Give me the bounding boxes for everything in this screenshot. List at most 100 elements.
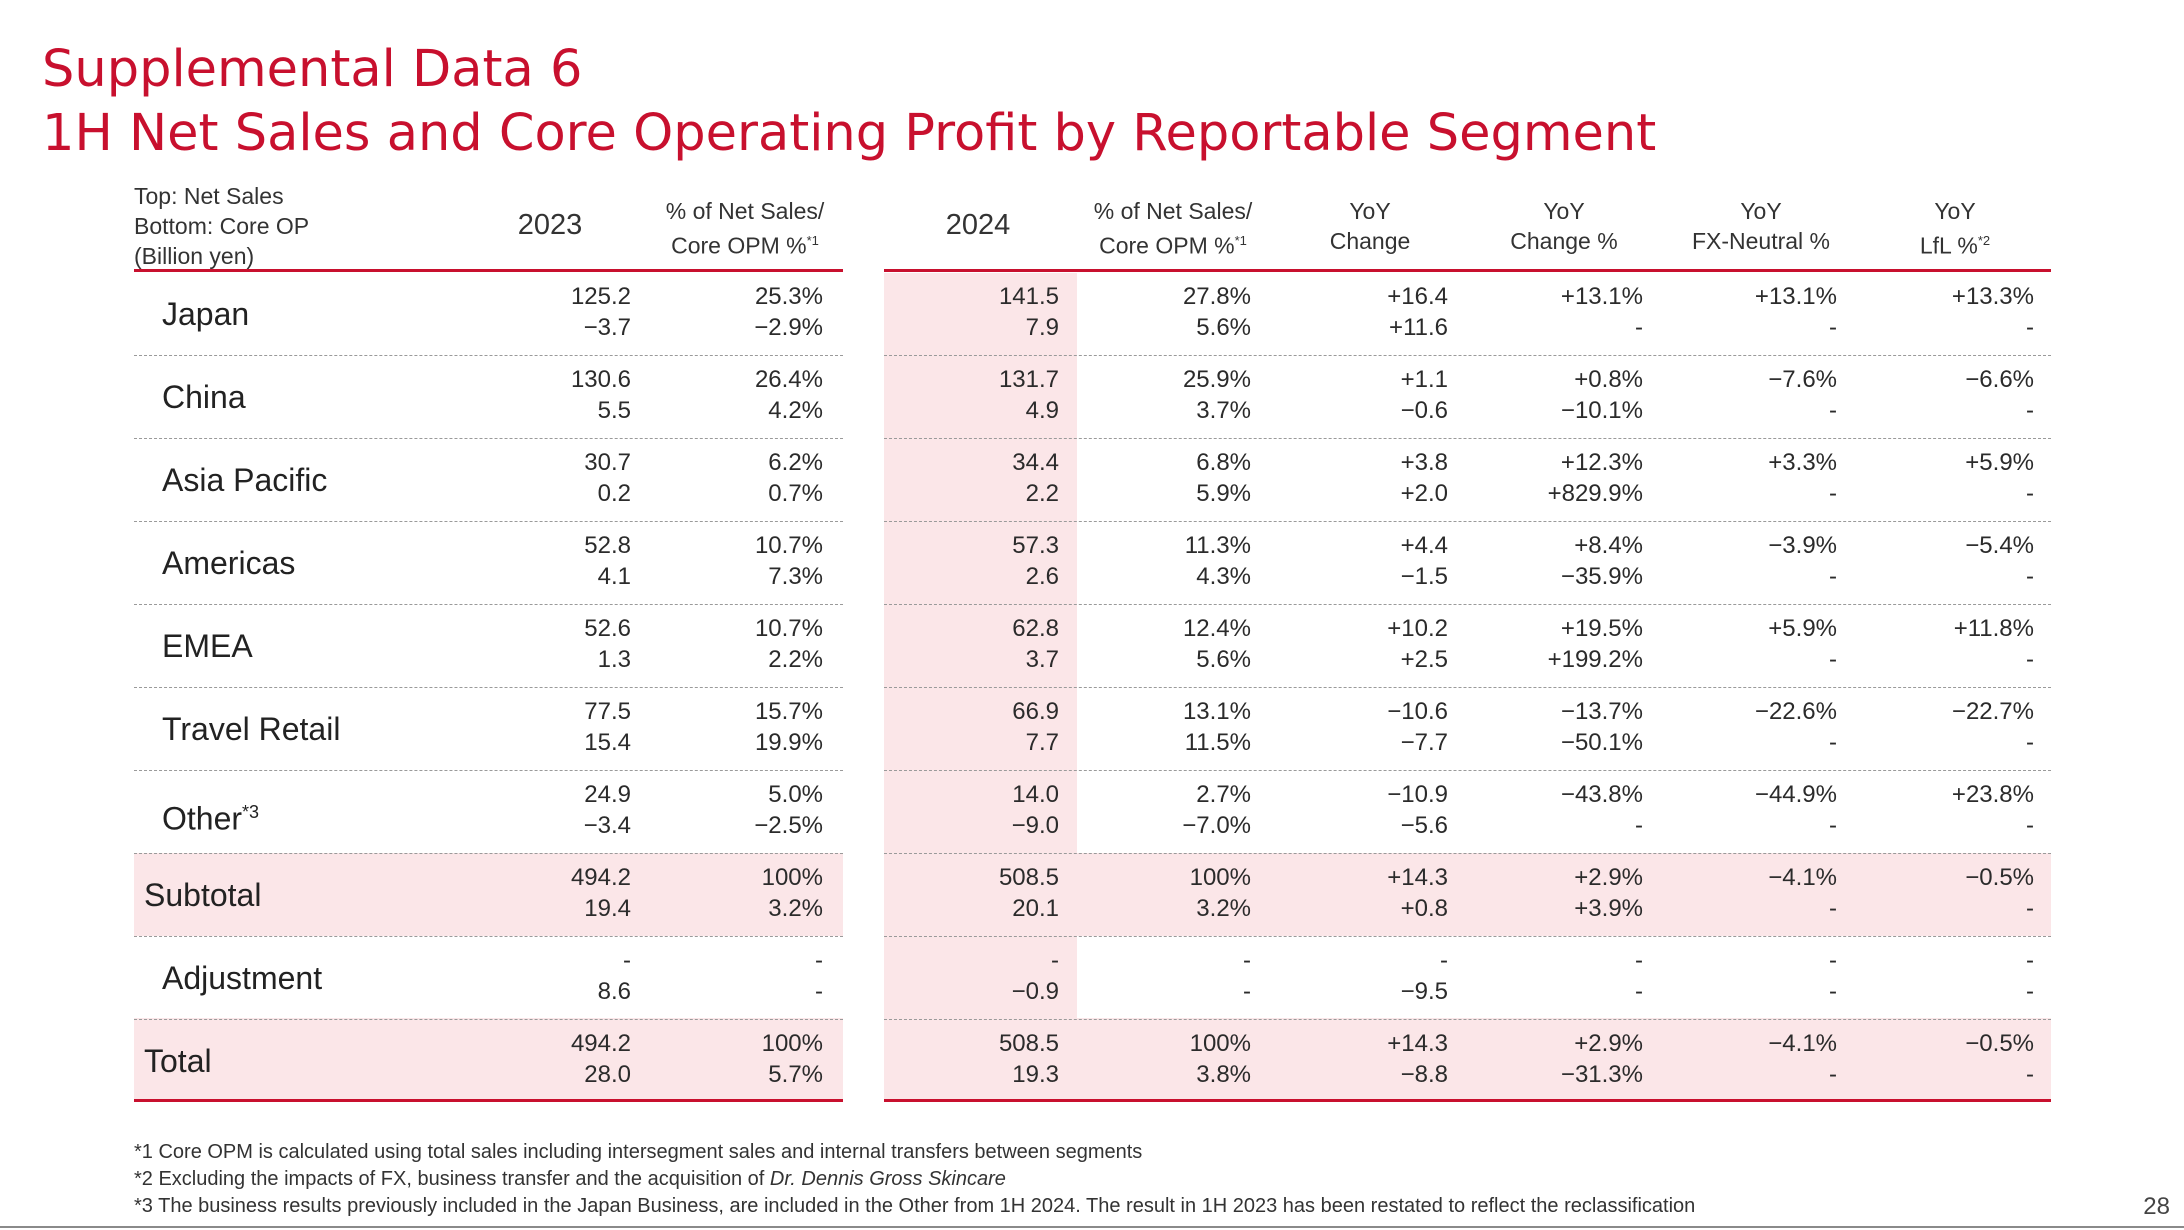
cell-pct-2024-top: 6.8% — [1196, 449, 1251, 476]
cell-2023-top: - — [623, 947, 631, 974]
cell-2023-bot: 0.2 — [597, 480, 631, 507]
cell-2023-bot: −3.7 — [583, 314, 631, 341]
cell-yoy-change-pct-top: - — [1635, 947, 1643, 974]
cell-2024-top: - — [1051, 947, 1059, 974]
cell-pct-2023-top: 6.2% — [768, 449, 823, 476]
page-title-line2: 1H Net Sales and Core Operating Profit b… — [42, 104, 1657, 163]
cell-2024-bot: 2.6 — [1025, 563, 1059, 590]
cell-pct-2024-top: 2.7% — [1196, 781, 1251, 808]
cell-pct-2023-bot: 19.9% — [754, 729, 823, 756]
row-label: Total — [144, 1043, 212, 1079]
cell-yoy-change-pct-bot: - — [1635, 314, 1643, 341]
cell-2024-bot: 2.2 — [1025, 480, 1059, 507]
cell-pct-2023-top: 100% — [761, 1030, 823, 1057]
cell-fx-neutral-bot: - — [1829, 563, 1837, 590]
cell-lfl-top: −0.5% — [1965, 1030, 2034, 1057]
cell-pct-2023-top: 15.7% — [754, 698, 823, 725]
row-label: Adjustment — [162, 960, 323, 996]
header-2023-label: 2023 — [517, 209, 583, 241]
slide-bottom-line — [0, 1226, 2184, 1228]
cell-lfl-bot: - — [2026, 978, 2034, 1005]
cell-yoy-change-top: +16.4 — [1387, 283, 1448, 310]
cell-fx-neutral-top: −44.9% — [1754, 781, 1837, 808]
cell-fx-neutral-top: −4.1% — [1768, 864, 1837, 891]
cell-pct-2023-top: 10.7% — [754, 532, 823, 559]
cell-yoy-change-pct-bot: - — [1635, 812, 1643, 839]
cell-pct-2023-top: - — [815, 947, 823, 974]
cell-yoy-change-top: −10.6 — [1387, 698, 1448, 725]
cell-2023-bot: 5.5 — [597, 397, 631, 424]
cell-pct-2024-bot: 3.2% — [1196, 895, 1251, 922]
cell-fx-neutral-bot: - — [1829, 646, 1837, 673]
cell-2024-bot: 7.9 — [1025, 314, 1059, 341]
cell-lfl-top: −0.5% — [1965, 864, 2034, 891]
bottom-rule-right — [884, 1099, 2051, 1102]
bottom-rule-left — [134, 1099, 843, 1102]
cell-yoy-change-bot: −1.5 — [1400, 563, 1448, 590]
row-divider-left — [134, 936, 843, 937]
corner-line-2: Bottom: Core OP — [134, 213, 310, 239]
row-label: China — [162, 379, 246, 415]
cell-pct-2023-bot: 3.2% — [768, 895, 823, 922]
subtotal-shade-left — [134, 853, 843, 936]
header-rule-left — [134, 269, 843, 272]
cell-2024-top: 57.3 — [1012, 532, 1059, 559]
header-pct-2023: % of Net Sales/ Core OPM %*1 — [630, 196, 860, 261]
cell-pct-2024-bot: 5.6% — [1196, 314, 1251, 341]
cell-2024-top: 14.0 — [1012, 781, 1059, 808]
row-divider-left — [134, 604, 843, 605]
cell-pct-2024-bot: 5.6% — [1196, 646, 1251, 673]
cell-yoy-change-pct-bot: −10.1% — [1560, 397, 1643, 424]
cell-pct-2024-top: 100% — [1189, 1030, 1251, 1057]
cell-fx-neutral-bot: - — [1829, 895, 1837, 922]
cell-pct-2023-bot: - — [815, 978, 823, 1005]
cell-yoy-change-pct-bot: −50.1% — [1560, 729, 1643, 756]
cell-2023-bot: 8.6 — [597, 978, 631, 1005]
cell-yoy-change-pct-top: +0.8% — [1574, 366, 1643, 393]
cell-yoy-change-bot: −9.5 — [1400, 978, 1448, 1005]
row-label: Subtotal — [144, 877, 262, 913]
cell-lfl-bot: - — [2026, 646, 2034, 673]
cell-lfl-bot: - — [2026, 1061, 2034, 1088]
cell-yoy-change-bot: +2.5 — [1400, 646, 1448, 673]
table-row: Subtotal 494.2 100% 508.5 100% +14.3 +2.9% −4.1… — [0, 854, 2184, 937]
row-divider-left — [134, 521, 843, 522]
cell-lfl-top: - — [2026, 947, 2034, 974]
cell-pct-2023-bot: 2.2% — [768, 646, 823, 673]
cell-fx-neutral-bot: - — [1829, 480, 1837, 507]
cell-yoy-change-bot: −0.6 — [1400, 397, 1448, 424]
cell-pct-2023-bot: 4.2% — [768, 397, 823, 424]
row-divider-left — [134, 853, 843, 854]
row-divider-right — [884, 853, 2051, 854]
total-shade-left — [134, 1018, 843, 1101]
corner-line-1: Top: Net Sales — [134, 183, 284, 209]
cell-2024-bot: 7.7 — [1025, 729, 1059, 756]
cell-pct-2023-bot: −2.9% — [754, 314, 823, 341]
table-row: Americas 52.8 10.7% 57.3 11.3% +4.4 +8.4% −3.9%… — [0, 522, 2184, 605]
cell-lfl-bot: - — [2026, 563, 2034, 590]
cell-2023-bot: 19.4 — [584, 895, 631, 922]
cell-yoy-change-bot: −7.7 — [1400, 729, 1448, 756]
total-shade-right — [884, 1018, 2051, 1101]
cell-fx-neutral-top: +3.3% — [1768, 449, 1837, 476]
row-divider-right — [884, 604, 2051, 605]
cell-pct-2024-top: 13.1% — [1182, 698, 1251, 725]
cell-yoy-change-pct-bot: +829.9% — [1547, 480, 1643, 507]
cell-2024-top: 66.9 — [1012, 698, 1059, 725]
cell-2023-top: 77.5 — [584, 698, 631, 725]
cell-2023-bot: 4.1 — [597, 563, 631, 590]
cell-yoy-change-pct-top: −43.8% — [1560, 781, 1643, 808]
cell-pct-2024-bot: 3.7% — [1196, 397, 1251, 424]
cell-fx-neutral-top: −4.1% — [1768, 1030, 1837, 1057]
cell-pct-2023-bot: 0.7% — [768, 480, 823, 507]
cell-lfl-top: −6.6% — [1965, 366, 2034, 393]
cell-2024-bot: −0.9 — [1011, 978, 1059, 1005]
cell-yoy-change-bot: −8.8 — [1400, 1061, 1448, 1088]
cell-lfl-bot: - — [2026, 397, 2034, 424]
cell-2024-top: 131.7 — [998, 366, 1059, 393]
header-pct-2024-line1: % of Net Sales/ — [1093, 198, 1253, 224]
cell-fx-neutral-bot: - — [1829, 812, 1837, 839]
cell-lfl-top: −5.4% — [1965, 532, 2034, 559]
cell-yoy-change-pct-bot: +3.9% — [1574, 895, 1643, 922]
table-row: Travel Retail 77.5 15.7% 66.9 13.1% −10.6 −13.… — [0, 688, 2184, 771]
